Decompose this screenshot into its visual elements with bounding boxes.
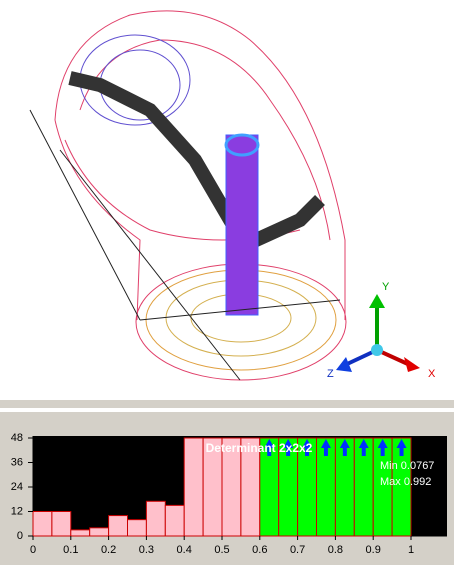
axis-label: Z	[327, 368, 334, 380]
overflow-arrow-stem	[399, 448, 404, 456]
bar	[164, 504, 185, 537]
annotation: Min 0.0767	[380, 460, 434, 472]
annotation: Max 0.992	[380, 476, 431, 488]
overflow-arrow-stem	[380, 448, 385, 456]
bar	[89, 527, 110, 537]
z-axis-head	[336, 357, 352, 372]
x-tick-label: 0.8	[328, 544, 343, 556]
axis-label: Y	[382, 281, 390, 293]
bar	[127, 519, 147, 537]
x-tick-label: 0.6	[252, 544, 267, 556]
bar	[32, 511, 53, 537]
x-tick-label: 0.7	[290, 544, 305, 556]
overflow-arrow	[396, 439, 407, 448]
overflow-arrow	[283, 439, 294, 448]
y-tick-label: 24	[11, 481, 23, 493]
x-tick-label: 0	[30, 544, 36, 556]
x-tick-label: 0.3	[139, 544, 154, 556]
bar	[70, 529, 91, 537]
overflow-arrow-stem	[361, 448, 366, 456]
y-tick-label: 12	[11, 505, 23, 517]
mesh	[29, 10, 347, 381]
axis-label: X	[428, 368, 436, 380]
overflow-arrow-stem	[323, 448, 328, 456]
origin	[371, 344, 383, 356]
bar	[391, 437, 412, 537]
bar	[183, 437, 204, 537]
x-tick-label: 0.2	[101, 544, 116, 556]
x-tick-label: 0.5	[214, 544, 229, 556]
x-tick-label: 0.1	[63, 544, 78, 556]
bar	[145, 500, 166, 537]
x-tick-label: 0.9	[366, 544, 381, 556]
x-axis-head	[404, 357, 420, 372]
overflow-arrow	[358, 439, 369, 448]
bar	[108, 515, 128, 537]
x-tick-label: 1	[408, 544, 414, 556]
overflow-arrow-stem	[305, 448, 310, 456]
overflow-arrow	[377, 439, 388, 448]
overflow-arrow	[320, 439, 331, 448]
axis-triad: Y X Z	[327, 281, 436, 380]
x-axis-arrow	[376, 348, 411, 367]
overflow-arrow-stem	[267, 448, 272, 456]
overflow-arrow	[339, 439, 350, 448]
x-tick-label: 0.4	[177, 544, 192, 556]
overflow-arrow-stem	[286, 448, 291, 456]
y-tick-label: 0	[17, 530, 23, 542]
bar	[51, 511, 72, 537]
separator	[0, 408, 454, 412]
y-axis-head	[369, 294, 385, 308]
overflow-arrow	[264, 439, 275, 448]
overflow-arrow	[302, 439, 313, 448]
y-tick-label: 36	[11, 456, 23, 468]
y-tick-label: 48	[11, 432, 23, 444]
overflow-arrow-stem	[342, 448, 347, 456]
chart-title: Determinant 2x2x2	[206, 441, 313, 455]
